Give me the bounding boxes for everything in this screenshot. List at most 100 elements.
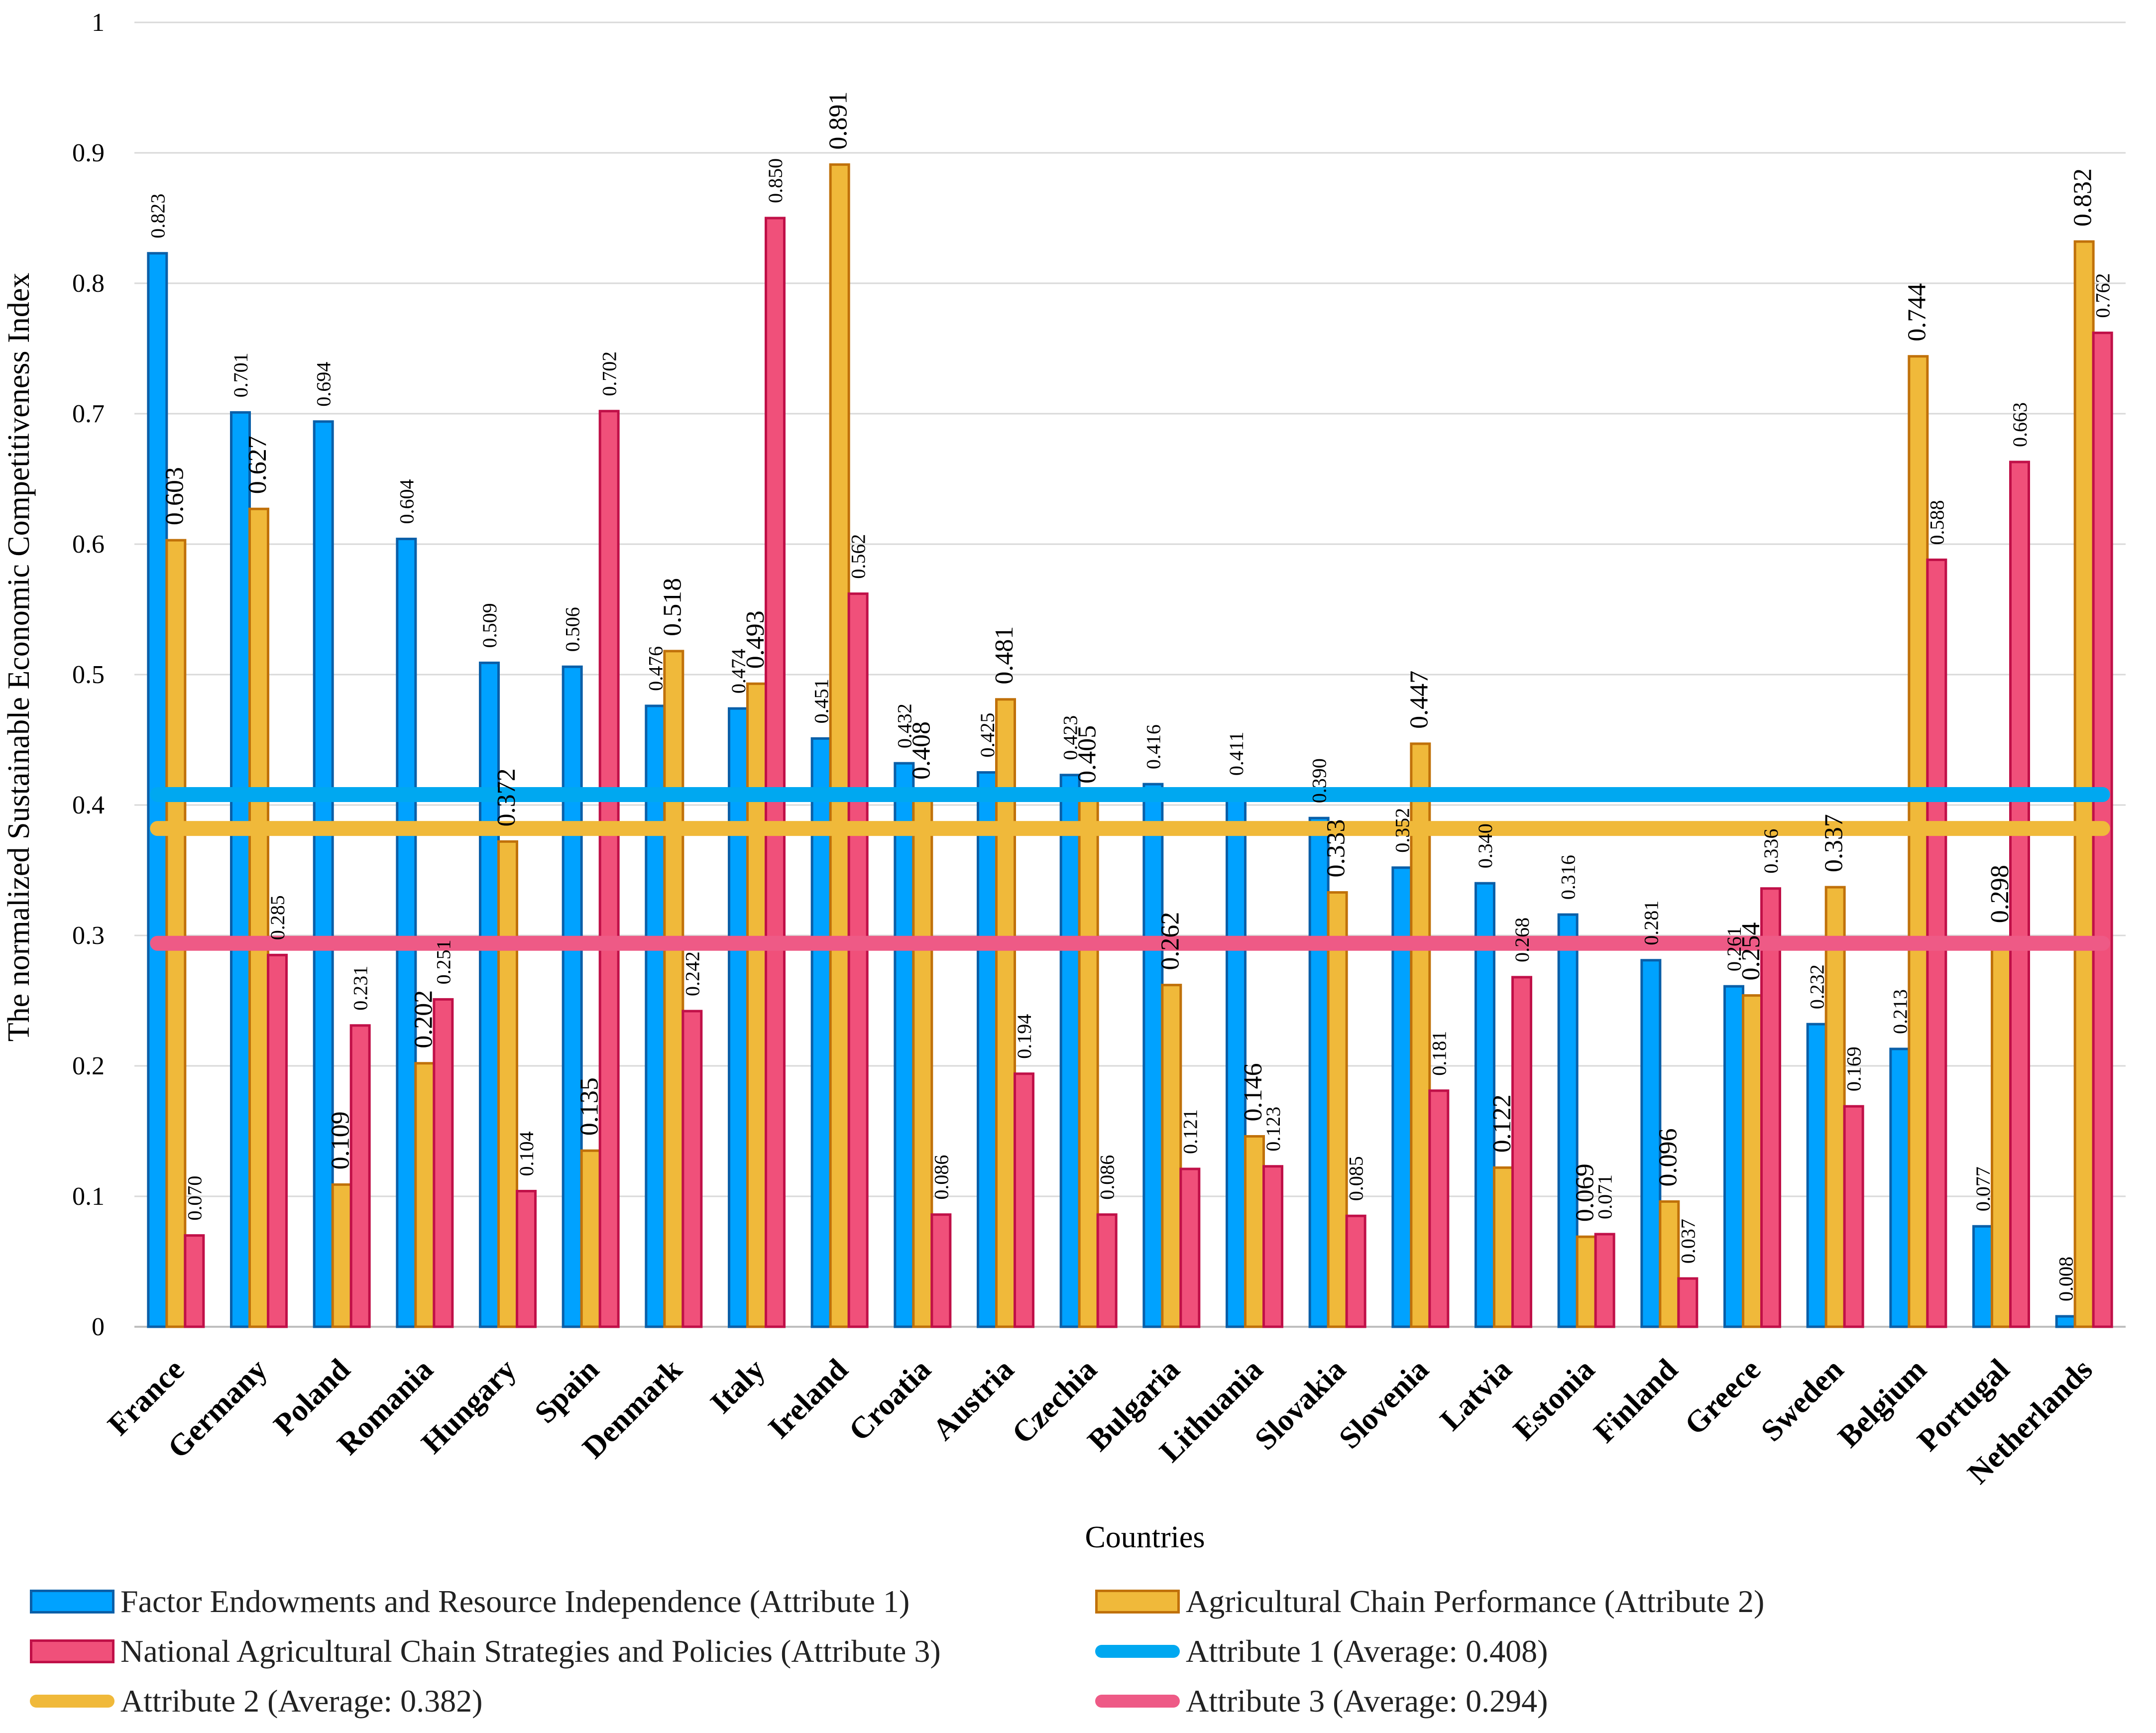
data-label-austria-attribute-1: 0.425 bbox=[976, 713, 999, 758]
data-label-poland-attribute-2: 0.109 bbox=[327, 1111, 355, 1169]
bar-portugal-attribute-1 bbox=[1972, 1225, 1993, 1328]
bar-spain-attribute-2 bbox=[580, 1149, 601, 1328]
data-label-lithuania-attribute-1: 0.411 bbox=[1225, 732, 1248, 776]
bar-sweden-attribute-1 bbox=[1806, 1023, 1827, 1328]
data-label-slovenia-attribute-2: 0.447 bbox=[1405, 671, 1433, 729]
data-label-france-attribute-2: 0.603 bbox=[160, 467, 189, 525]
data-label-finland-attribute-1: 0.281 bbox=[1640, 901, 1662, 945]
y-tick-label: 1 bbox=[92, 8, 105, 37]
bar-austria-attribute-2 bbox=[995, 698, 1016, 1328]
bar-france-attribute-2 bbox=[165, 539, 187, 1328]
data-label-latvia-attribute-3: 0.268 bbox=[1511, 918, 1533, 962]
bar-netherlands-attribute-2 bbox=[2073, 240, 2095, 1328]
x-category-estonia: Estonia bbox=[1507, 1353, 1601, 1447]
data-label-spain-attribute-2: 0.135 bbox=[575, 1077, 604, 1136]
legend-swatch-attribute-3 bbox=[30, 1639, 114, 1663]
data-label-denmark-attribute-2: 0.518 bbox=[658, 578, 686, 636]
data-label-lithuania-attribute-2: 0.146 bbox=[1239, 1063, 1267, 1121]
data-label-estonia-attribute-2: 0.069 bbox=[1571, 1163, 1599, 1222]
data-label-hungary-attribute-1: 0.509 bbox=[478, 603, 501, 648]
data-label-sweden-attribute-2: 0.337 bbox=[1820, 814, 1848, 872]
y-tick-label: 0 bbox=[92, 1313, 105, 1341]
data-label-croatia-attribute-2: 0.408 bbox=[907, 721, 935, 780]
bar-lithuania-attribute-1 bbox=[1226, 789, 1247, 1328]
legend-line-average-1 bbox=[1095, 1645, 1180, 1658]
data-label-ireland-attribute-3: 0.562 bbox=[847, 534, 870, 579]
legend-swatch-attribute-2 bbox=[1095, 1590, 1180, 1614]
bar-estonia-attribute-2 bbox=[1576, 1235, 1597, 1328]
bar-czechia-attribute-1 bbox=[1059, 774, 1081, 1328]
legend-item-average-2: Attribute 2 (Average: 0.382) bbox=[30, 1683, 482, 1720]
data-label-estonia-attribute-1: 0.316 bbox=[1557, 855, 1580, 900]
y-tick-label: 0.4 bbox=[72, 791, 105, 819]
x-category-ireland: Ireland bbox=[762, 1353, 854, 1445]
bar-slovenia-attribute-2 bbox=[1410, 742, 1431, 1328]
data-label-hungary-attribute-2: 0.372 bbox=[492, 768, 521, 826]
bar-greece-attribute-2 bbox=[1742, 994, 1763, 1328]
bar-slovakia-attribute-3 bbox=[1345, 1214, 1366, 1328]
bar-bulgaria-attribute-3 bbox=[1179, 1167, 1201, 1328]
data-label-portugal-attribute-3: 0.663 bbox=[2009, 402, 2031, 447]
data-label-ireland-attribute-1: 0.451 bbox=[810, 679, 833, 723]
bar-belgium-attribute-2 bbox=[1908, 355, 1929, 1328]
x-axis-title: Countries bbox=[1085, 1520, 1205, 1554]
data-label-portugal-attribute-1: 0.077 bbox=[1972, 1166, 1994, 1211]
legend-item-average-3: Attribute 3 (Average: 0.294) bbox=[1095, 1683, 1548, 1720]
data-label-germany-attribute-1: 0.701 bbox=[229, 352, 252, 397]
data-label-poland-attribute-3: 0.231 bbox=[349, 966, 372, 1011]
data-label-belgium-attribute-2: 0.744 bbox=[1903, 283, 1931, 342]
data-label-slovenia-attribute-1: 0.352 bbox=[1391, 808, 1413, 853]
data-label-denmark-attribute-3: 0.242 bbox=[681, 951, 703, 996]
bar-latvia-attribute-2 bbox=[1493, 1166, 1514, 1328]
bar-denmark-attribute-2 bbox=[663, 650, 684, 1328]
bar-belgium-attribute-1 bbox=[1889, 1047, 1911, 1328]
data-label-poland-attribute-1: 0.694 bbox=[313, 362, 335, 407]
data-label-bulgaria-attribute-2: 0.262 bbox=[1156, 912, 1184, 970]
bar-italy-attribute-2 bbox=[746, 682, 767, 1328]
legend-label-attribute-3: National Agricultural Chain Strategies a… bbox=[120, 1633, 941, 1669]
bars bbox=[147, 163, 2113, 1328]
legend-line-average-3 bbox=[1095, 1695, 1180, 1708]
data-label-italy-attribute-2: 0.493 bbox=[741, 610, 770, 669]
x-category-spain: Spain bbox=[528, 1353, 605, 1430]
bar-croatia-attribute-3 bbox=[930, 1213, 952, 1328]
bar-netherlands-attribute-1 bbox=[2055, 1315, 2076, 1328]
data-label-spain-attribute-1: 0.506 bbox=[562, 607, 584, 652]
data-label-romania-attribute-1: 0.604 bbox=[395, 479, 418, 524]
x-category-greece: Greece bbox=[1678, 1353, 1767, 1442]
bar-hungary-attribute-2 bbox=[497, 840, 518, 1328]
legend-label-average-1: Attribute 1 (Average: 0.408) bbox=[1186, 1633, 1548, 1669]
data-label-slovakia-attribute-2: 0.333 bbox=[1322, 819, 1351, 878]
bar-sweden-attribute-3 bbox=[1843, 1105, 1864, 1328]
data-label-slovakia-attribute-3: 0.085 bbox=[1345, 1156, 1367, 1201]
y-tick-label: 0.5 bbox=[72, 661, 105, 689]
bar-latvia-attribute-3 bbox=[1511, 976, 1532, 1328]
bar-croatia-attribute-2 bbox=[912, 793, 933, 1328]
x-category-slovenia: Slovenia bbox=[1333, 1353, 1435, 1455]
data-label-latvia-attribute-1: 0.340 bbox=[1474, 823, 1496, 868]
data-label-germany-attribute-3: 0.285 bbox=[266, 895, 289, 940]
bar-spain-attribute-3 bbox=[598, 410, 620, 1328]
bar-poland-attribute-2 bbox=[331, 1183, 352, 1328]
bar-ireland-attribute-2 bbox=[829, 163, 850, 1328]
data-label-czechia-attribute-1: 0.423 bbox=[1059, 715, 1082, 760]
bar-finland-attribute-3 bbox=[1677, 1277, 1699, 1328]
y-tick-label: 0.8 bbox=[72, 269, 105, 298]
y-tick-label: 0.1 bbox=[72, 1182, 105, 1211]
x-category-austria: Austria bbox=[926, 1353, 1021, 1447]
bar-germany-attribute-3 bbox=[267, 953, 288, 1328]
data-label-slovakia-attribute-1: 0.390 bbox=[1308, 758, 1331, 803]
data-label-belgium-attribute-3: 0.588 bbox=[1926, 500, 1948, 545]
data-label-estonia-attribute-3: 0.071 bbox=[1594, 1174, 1616, 1219]
y-tick-label: 0.9 bbox=[72, 139, 105, 167]
legend-label-average-3: Attribute 3 (Average: 0.294) bbox=[1186, 1683, 1548, 1719]
data-label-hungary-attribute-3: 0.104 bbox=[515, 1132, 538, 1176]
bar-ireland-attribute-3 bbox=[847, 592, 869, 1328]
legend-label-attribute-1: Factor Endowments and Resource Independe… bbox=[120, 1584, 910, 1619]
bar-greece-attribute-1 bbox=[1723, 985, 1744, 1328]
bar-slovenia-attribute-3 bbox=[1428, 1089, 1450, 1328]
data-label-denmark-attribute-1: 0.476 bbox=[644, 646, 667, 691]
data-labels: 0.823 0.701 0.694 0.604 0.509 0.506 0.476 0.474… bbox=[146, 92, 2114, 1301]
